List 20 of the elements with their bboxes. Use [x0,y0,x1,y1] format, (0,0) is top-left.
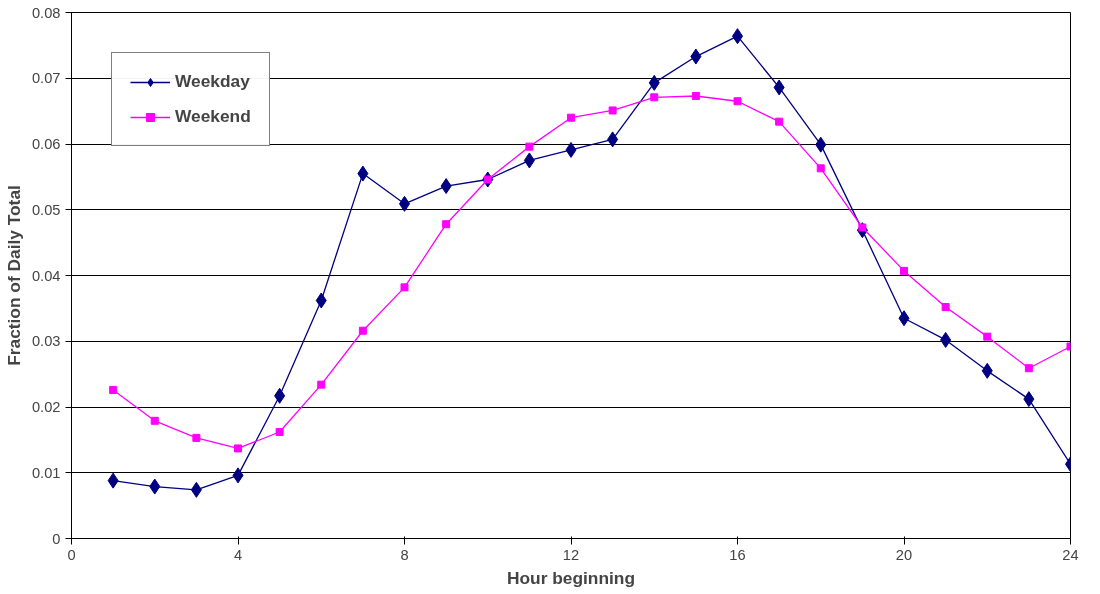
y-tick-label: 0.05 [31,201,61,218]
x-tick-label: 16 [729,546,746,563]
x-axis-title: Hour beginning [506,567,636,588]
y-tick-label: 0.02 [31,399,61,415]
legend-label: Weekday [175,71,250,92]
y-tick-label: 0.08 [31,4,61,21]
y-tick-label: 0.03 [31,333,61,350]
x-tick-label: 24 [1062,546,1079,563]
x-tick-label: 8 [400,546,409,563]
legend-label: Weekend [175,106,251,127]
y-tick-label: 0 [52,530,61,547]
y-axis-title: Fraction of Daily Total [3,185,24,366]
y-tick-label: 0.01 [31,464,61,481]
x-tick-label: 0 [67,546,76,563]
x-tick-label: 20 [895,546,913,563]
x-tick-label: 12 [562,546,580,563]
y-tick-label: 0.04 [31,267,61,284]
x-tick-label: 4 [233,546,243,563]
y-tick-label: 0.06 [31,136,61,152]
y-tick-label: 0.07 [31,70,61,87]
